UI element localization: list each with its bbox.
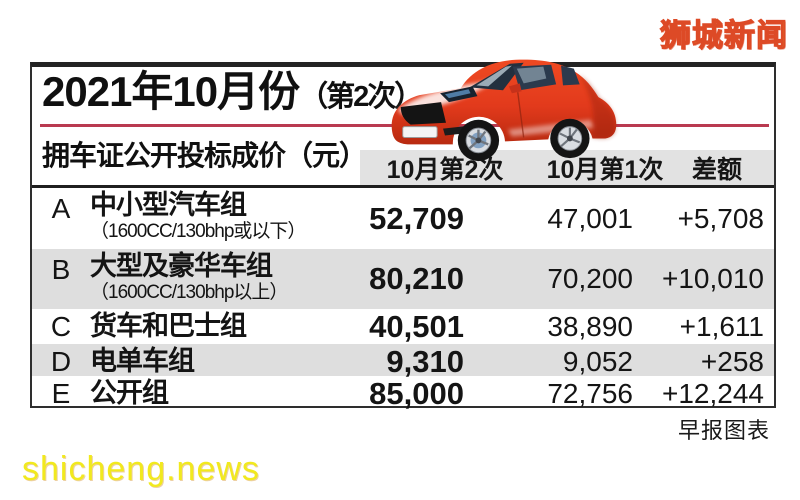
- value-oct-round2: 9,310: [386, 344, 464, 379]
- value-oct-round1: 9,052: [562, 346, 633, 377]
- row-letter: C: [50, 311, 72, 342]
- title-main: 2021年10月份: [42, 68, 300, 115]
- value-oct-round2: 80,210: [369, 261, 464, 296]
- row-letter: B: [51, 254, 71, 285]
- category-label: 货车和巴士组: [90, 311, 247, 342]
- row-letter: A: [51, 193, 71, 224]
- value-diff: +1,611: [679, 311, 764, 342]
- row-label-group: 电单车组: [90, 347, 318, 376]
- row-label-group: 货车和巴士组: [90, 312, 318, 341]
- value-diff: +258: [700, 346, 764, 377]
- page-title: 2021年10月份（第2次）: [42, 68, 423, 115]
- row-letter: E: [51, 378, 71, 409]
- table-row: E 公开组 85,000 72,756 +12,244: [32, 376, 774, 411]
- col-header-oct-round1: 10月第1次: [546, 155, 664, 184]
- value-oct-round1: 38,890: [547, 311, 633, 342]
- row-label-group: 公开组: [90, 379, 318, 408]
- value-diff: +12,244: [662, 378, 764, 409]
- value-oct-round2: 85,000: [369, 376, 464, 411]
- table-row: B 大型及豪华车组 （1600CC/130bhp以上） 80,210 70,20…: [32, 249, 774, 309]
- red-car-illustration: [391, 59, 617, 162]
- category-sublabel: （1600CC/130bhp或以下）: [90, 221, 306, 243]
- page-subtitle: 拥车证公开投标成价（元）: [42, 140, 367, 171]
- source-credit: 早报图表: [677, 418, 770, 443]
- category-label: 电单车组: [90, 346, 195, 377]
- category-label: 大型及豪华车组: [90, 251, 273, 281]
- table-body: A 中小型汽车组 （1600CC/130bhp或以下） 52,709 47,00…: [32, 185, 774, 411]
- value-oct-round2: 40,501: [369, 309, 464, 344]
- value-oct-round1: 70,200: [547, 263, 633, 294]
- category-sublabel: （1600CC/130bhp以上）: [90, 282, 288, 304]
- value-diff: +10,010: [662, 263, 764, 294]
- col-header-diff: 差额: [691, 155, 743, 184]
- row-letter: D: [50, 346, 72, 377]
- row-label-group: 大型及豪华车组 （1600CC/130bhp以上）: [90, 249, 318, 304]
- category-label: 公开组: [90, 378, 169, 409]
- value-diff: +5,708: [677, 202, 764, 234]
- row-label-group: 中小型汽车组 （1600CC/130bhp或以下）: [90, 188, 318, 243]
- category-label: 中小型汽车组: [90, 190, 247, 220]
- table-row: C 货车和巴士组 40,501 38,890 +1,611: [32, 309, 774, 344]
- table-row: D 电单车组 9,310 9,052 +258: [32, 344, 774, 379]
- value-oct-round2: 52,709: [369, 200, 464, 236]
- value-oct-round1: 72,756: [547, 378, 633, 409]
- value-oct-round1: 47,001: [547, 202, 633, 234]
- site-watermark-top: 狮城新闻: [659, 17, 788, 53]
- site-watermark-bottom: shicheng.news: [22, 450, 260, 488]
- table-row: A 中小型汽车组 （1600CC/130bhp或以下） 52,709 47,00…: [32, 188, 774, 249]
